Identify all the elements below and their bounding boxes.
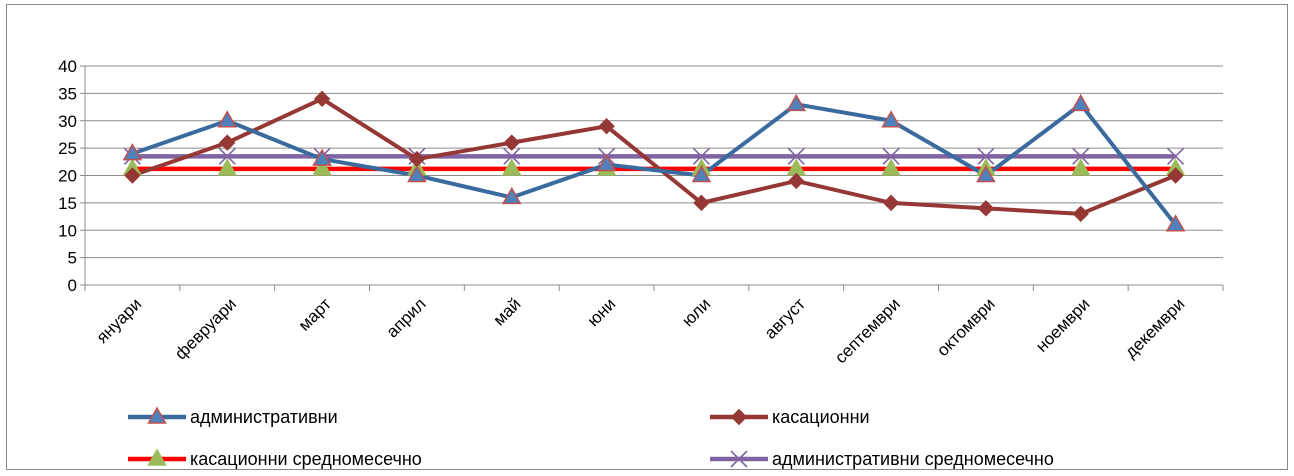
data-point-series-1 — [1165, 214, 1186, 232]
y-tick-label: 10 — [58, 221, 77, 240]
data-point-series-2 — [313, 90, 331, 108]
data-point-series-1 — [691, 164, 712, 183]
data-point-series-1 — [407, 164, 427, 183]
legend-entry: касационни средномесечно — [128, 448, 422, 469]
data-point-series-2 — [124, 167, 141, 184]
data-point-series-4 — [503, 147, 521, 165]
x-tick-label: юли — [678, 294, 714, 330]
legend-label: административни средномесечно — [772, 449, 1054, 469]
y-tick-label: 35 — [58, 84, 77, 103]
y-tick-label: 0 — [68, 276, 77, 295]
data-point-series-2 — [693, 194, 710, 212]
x-tick-label: ноември — [1032, 294, 1093, 355]
series-line-2 — [131, 96, 1177, 216]
axes — [80, 65, 1224, 291]
data-point-series-1 — [312, 148, 332, 166]
data-point-series-3 — [1070, 158, 1091, 176]
data-point-series-2 — [503, 134, 520, 151]
x-tick-label: октомври — [933, 294, 999, 360]
data-point-series-4 — [1167, 147, 1185, 165]
data-point-series-1 — [217, 110, 238, 128]
data-point-series-1 — [1070, 93, 1091, 112]
legend-swatch-marker — [147, 406, 167, 424]
data-point-series-2 — [1072, 205, 1089, 223]
data-point-series-2 — [788, 172, 805, 190]
y-tick-label: 30 — [58, 112, 77, 131]
legend-swatch-marker — [730, 408, 748, 426]
x-tick-label: септември — [831, 294, 904, 367]
series-lines — [131, 96, 1178, 227]
x-tick-label: април — [383, 294, 430, 341]
x-tick-label: януари — [93, 294, 146, 347]
legend-label: касационни — [772, 407, 870, 427]
y-tick-label: 5 — [68, 249, 77, 268]
y-axis-ticks: 0 5 10 15 20 25 30 35 40 — [58, 57, 77, 295]
data-point-series-2 — [598, 118, 615, 135]
data-point-series-3 — [312, 158, 332, 176]
data-point-series-3 — [217, 158, 238, 176]
x-axis-ticks: януари февруари март април май юни юли август се… — [93, 294, 1189, 367]
data-point-series-4 — [977, 147, 995, 165]
data-point-series-4 — [787, 147, 805, 165]
data-point-series-4 — [882, 147, 900, 165]
x-tick-label: юни — [584, 294, 620, 330]
legend-entry: административни средномесечно — [710, 449, 1054, 469]
data-point-series-2 — [1167, 167, 1184, 184]
legend-label: касационни средномесечно — [190, 449, 422, 469]
data-point-series-1 — [976, 164, 996, 183]
data-point-series-1 — [501, 186, 522, 205]
y-tick-label: 15 — [58, 194, 77, 213]
legend-label: административни — [190, 407, 338, 427]
chart-frame — [6, 4, 1288, 470]
legend-swatch-marker — [730, 450, 748, 468]
x-tick-label: февруари — [171, 294, 240, 363]
y-tick-label: 40 — [58, 57, 77, 76]
data-point-series-4 — [692, 147, 710, 165]
series-line-1 — [131, 102, 1178, 227]
gridlines — [85, 65, 1223, 259]
legend-entry: касационни — [710, 407, 870, 427]
x-tick-label: май — [489, 294, 524, 329]
data-point-series-1 — [786, 93, 807, 112]
legend-swatch-marker — [147, 448, 167, 466]
x-tick-label: март — [295, 294, 335, 334]
x-tick-label: декември — [1121, 294, 1188, 361]
data-point-series-4 — [218, 147, 236, 165]
x-tick-label: август — [761, 294, 809, 342]
legend: административни касационни касационни сред… — [128, 406, 1054, 469]
data-point-series-2 — [882, 194, 900, 212]
data-point-series-1 — [881, 110, 901, 128]
legend-entry: административни — [128, 406, 338, 427]
data-point-series-3 — [501, 158, 522, 176]
data-point-series-4 — [1072, 147, 1090, 165]
series-markers — [122, 90, 1186, 232]
data-point-series-2 — [219, 134, 236, 151]
data-point-series-1 — [122, 143, 143, 161]
data-point-series-1 — [596, 154, 617, 172]
data-point-series-2 — [977, 200, 995, 217]
y-tick-label: 20 — [58, 167, 77, 186]
y-tick-label: 25 — [58, 139, 77, 158]
data-point-series-3 — [881, 158, 901, 176]
